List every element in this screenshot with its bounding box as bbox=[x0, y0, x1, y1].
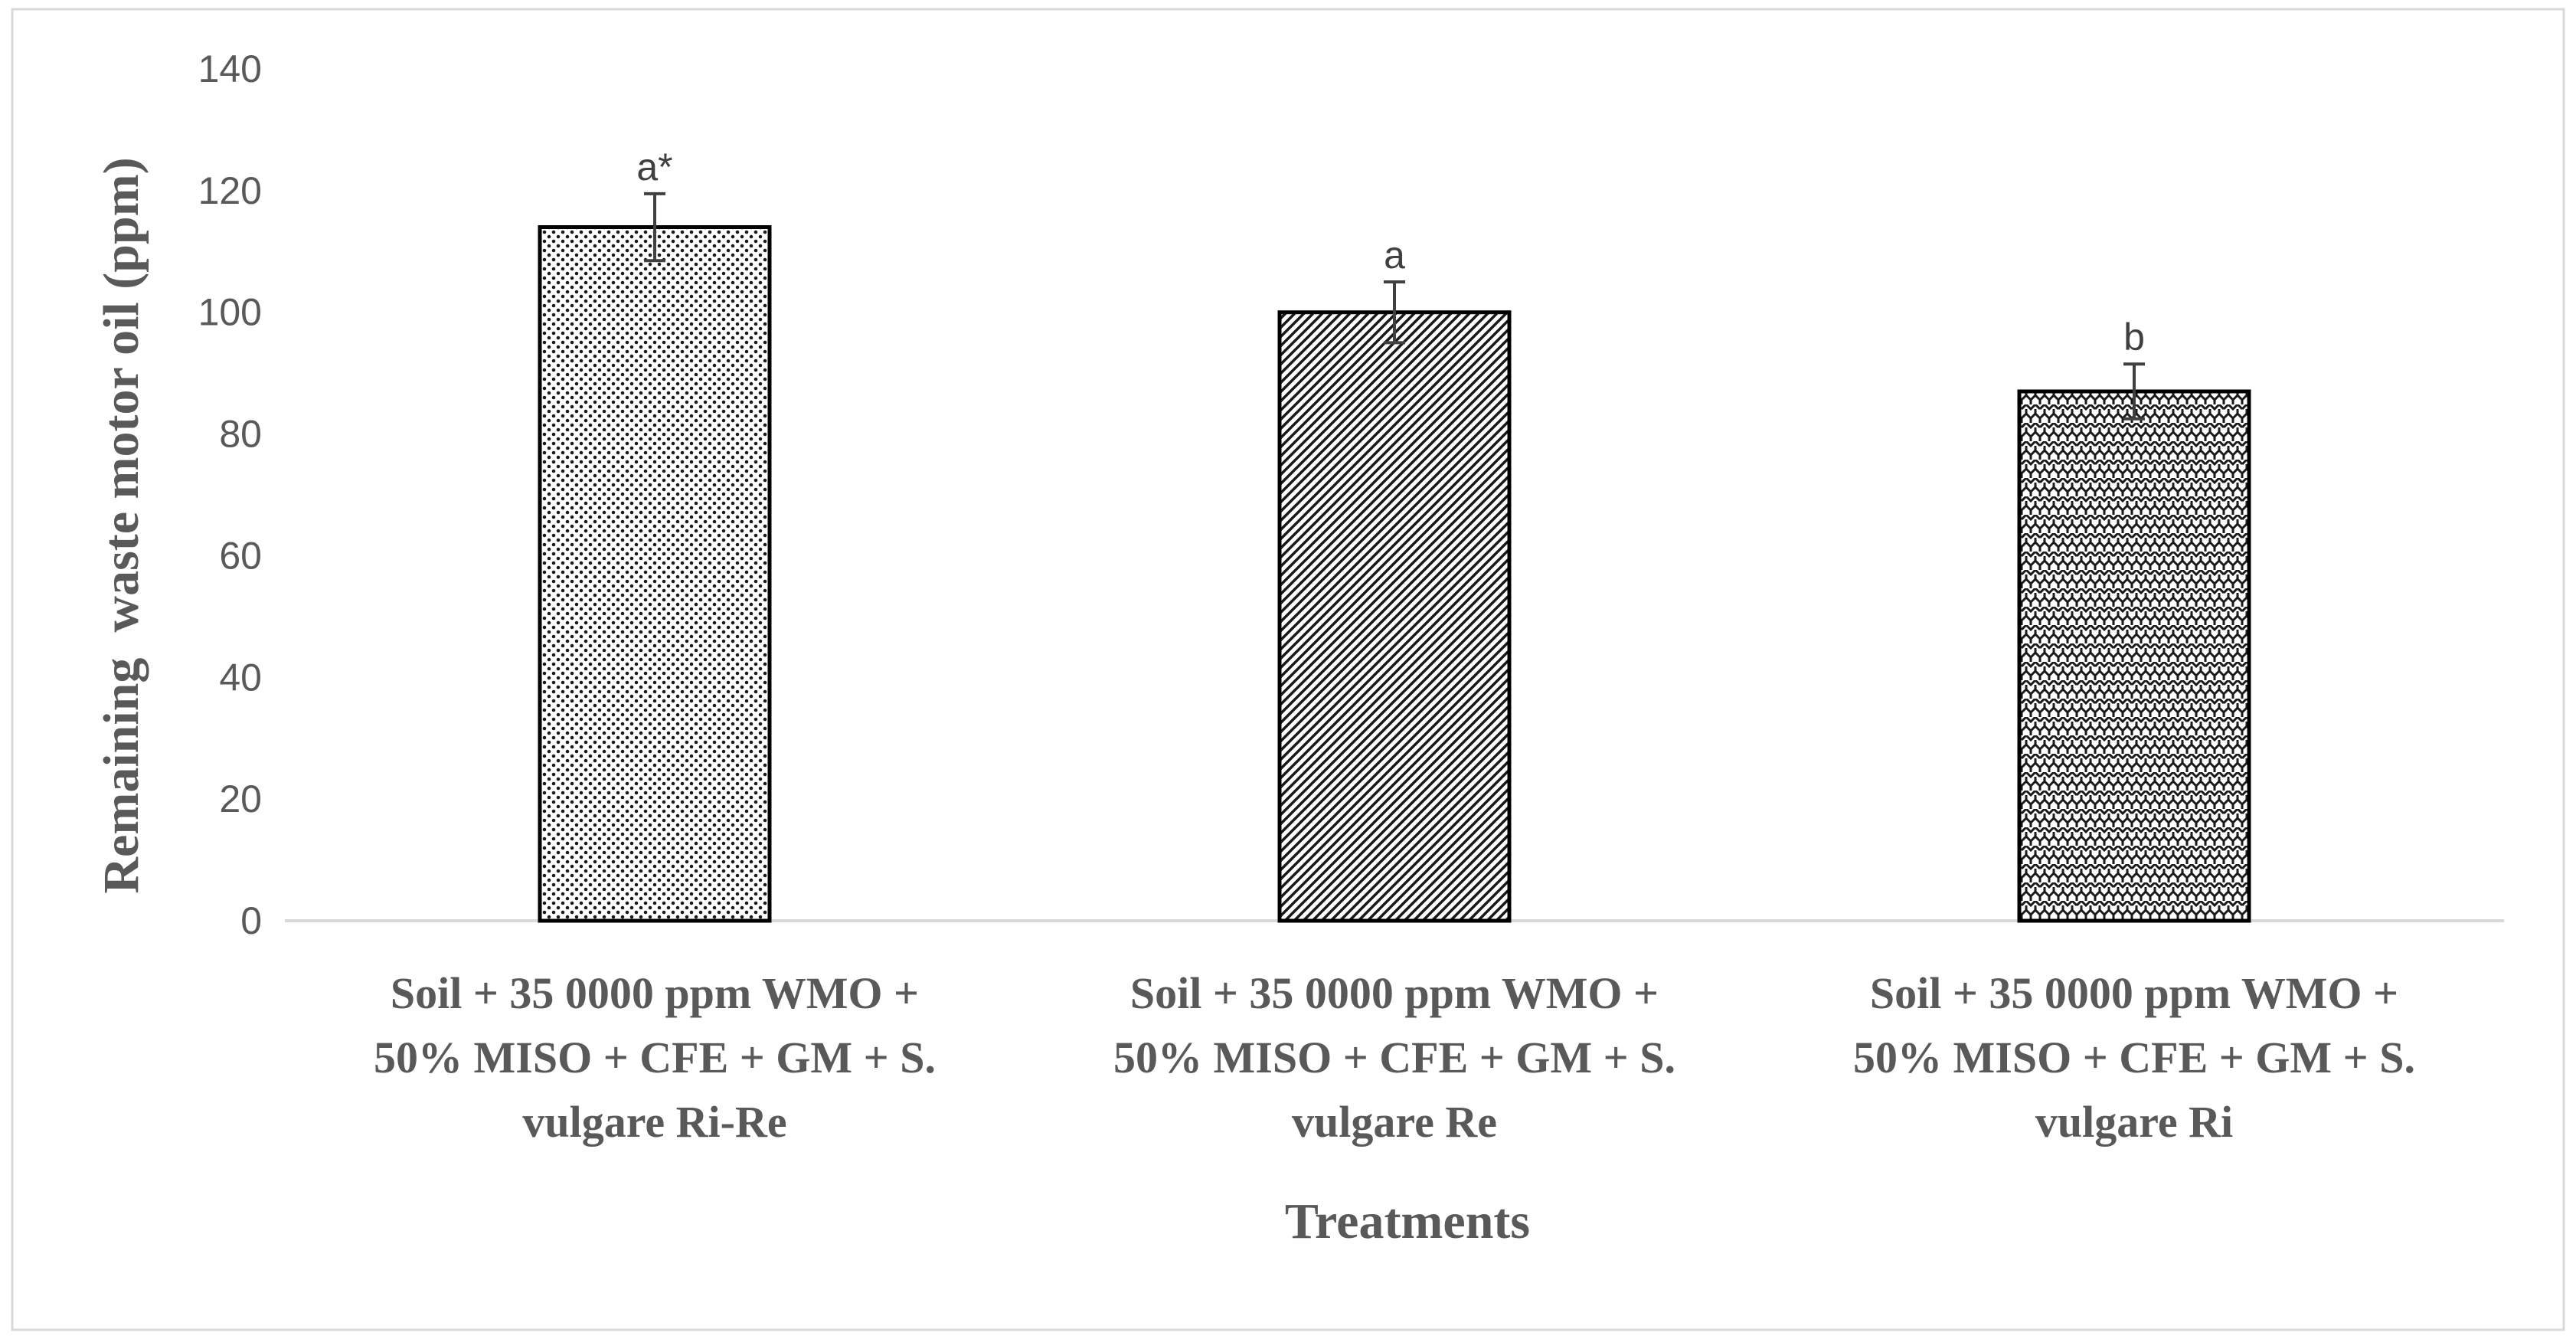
y-tick-label: 60 bbox=[219, 534, 262, 577]
y-tick-label: 0 bbox=[240, 899, 262, 942]
bar-3 bbox=[2017, 389, 2251, 923]
x-tick-label-line: 50% MISO + CFE + GM + S. bbox=[1853, 1033, 2415, 1082]
x-tick-label: Soil + 35 0000 ppm WMO + 50% MISO + CFE +… bbox=[374, 968, 936, 1147]
x-axis-title: Treatments bbox=[1285, 1193, 1530, 1249]
y-tick-label: 20 bbox=[219, 778, 262, 820]
x-tick-label: Soil + 35 0000 ppm WMO + 50% MISO + CFE +… bbox=[1853, 968, 2415, 1147]
x-tick-label: Soil + 35 0000 ppm WMO + 50% MISO + CFE +… bbox=[1113, 968, 1675, 1147]
x-tick-label-line: Soil + 35 0000 ppm WMO + bbox=[391, 968, 919, 1018]
x-tick-label-line: 50% MISO + CFE + GM + S. bbox=[1113, 1033, 1675, 1082]
bar-2 bbox=[1277, 310, 1512, 923]
y-tick-label: 80 bbox=[219, 413, 262, 456]
x-tick-label-line: Soil + 35 0000 ppm WMO + bbox=[1130, 968, 1659, 1018]
bar-1 bbox=[538, 225, 772, 923]
x-tick-label-line: vulgare Ri-Re bbox=[522, 1097, 786, 1147]
y-tick-label: 120 bbox=[198, 169, 262, 212]
x-tick-label-line: Soil + 35 0000 ppm WMO + bbox=[1870, 968, 2398, 1018]
y-axis-title: Remaining waste motor oil (ppm) bbox=[93, 157, 149, 893]
y-tick-label: 40 bbox=[219, 656, 262, 699]
x-tick-label-line: vulgare Ri bbox=[2035, 1097, 2233, 1147]
y-tick-label: 140 bbox=[198, 47, 262, 90]
significance-label: a* bbox=[636, 146, 672, 188]
y-tick-label: 100 bbox=[198, 291, 262, 334]
significance-label: a bbox=[1384, 234, 1405, 277]
x-tick-label-line: vulgare Re bbox=[1292, 1097, 1497, 1147]
x-tick-label-line: 50% MISO + CFE + GM + S. bbox=[374, 1033, 936, 1082]
significance-label: b bbox=[2123, 316, 2145, 358]
